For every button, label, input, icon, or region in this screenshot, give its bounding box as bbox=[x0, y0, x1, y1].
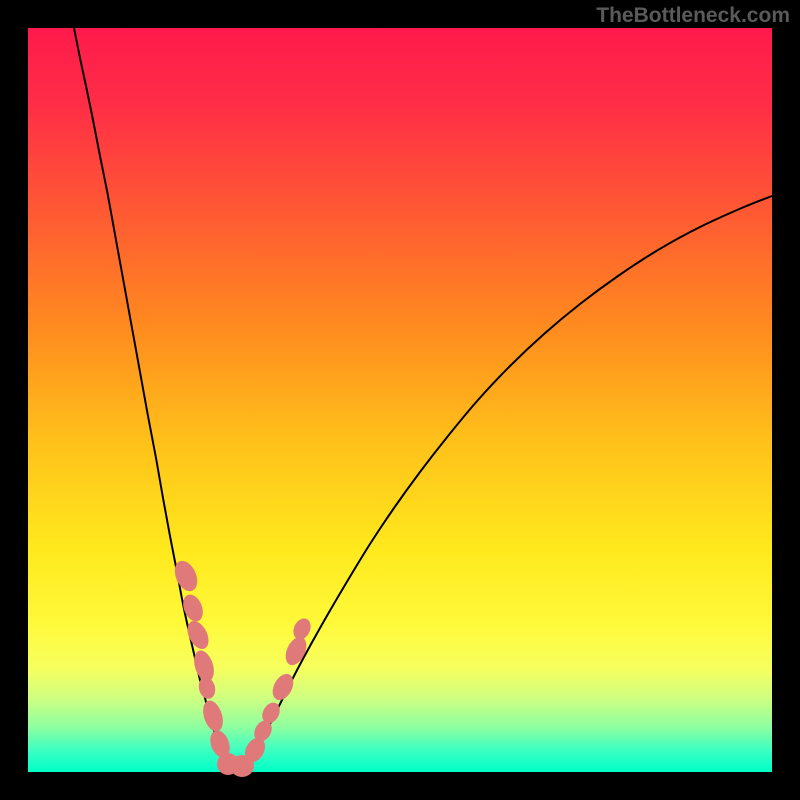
valley-marker bbox=[199, 698, 226, 734]
left-curve bbox=[74, 28, 237, 772]
marker-group bbox=[170, 557, 314, 777]
curve-layer bbox=[28, 28, 772, 772]
right-curve bbox=[237, 196, 772, 772]
watermark-text: TheBottleneck.com bbox=[596, 4, 790, 28]
chart-frame: TheBottleneck.com bbox=[0, 0, 800, 800]
plot-area bbox=[28, 28, 772, 772]
valley-marker bbox=[290, 616, 314, 643]
